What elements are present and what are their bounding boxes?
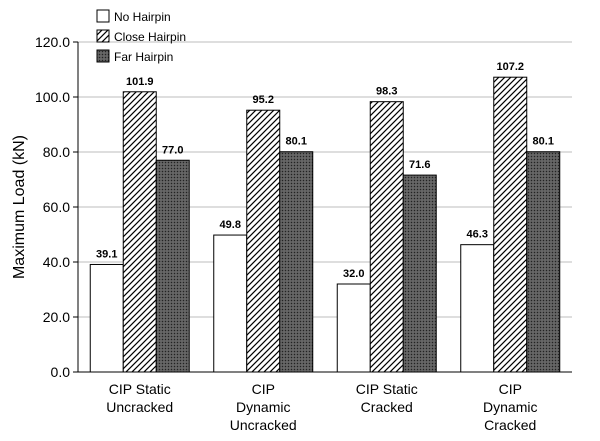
- bar-no-hairpin: [213, 234, 248, 373]
- x-category-label: Cracked: [484, 417, 536, 433]
- data-label: 77.0: [162, 144, 183, 156]
- x-category-label: Dynamic: [236, 399, 290, 415]
- data-label: 80.1: [533, 136, 554, 148]
- legend-label: Far Hairpin: [114, 50, 173, 64]
- bar-close-hairpin: [369, 101, 404, 373]
- bar-far-hairpin: [155, 159, 190, 373]
- data-label: 98.3: [376, 86, 397, 98]
- x-category-label: Uncracked: [106, 399, 173, 415]
- data-label: 46.3: [467, 229, 488, 241]
- y-tick-label: 60.0: [43, 199, 70, 215]
- data-label: 39.1: [96, 248, 117, 260]
- data-label: 49.8: [220, 219, 241, 231]
- data-label: 101.9: [126, 76, 154, 88]
- x-axis-categories: CIP Static Uncracked CIP Dynamic Uncracked CI…: [106, 381, 537, 433]
- x-category-label: CIP Static: [356, 381, 418, 397]
- data-labels: 39.1 101.9 77.0 49.8 95.2 80.1 32.0 98.3 71.6 46.…: [96, 61, 554, 280]
- legend: No Hairpin Close Hairpin Far Hairpin: [96, 9, 186, 64]
- y-tick-label: 40.0: [43, 254, 70, 270]
- y-tick-label: 0.0: [51, 364, 71, 380]
- x-category-label: Dynamic: [483, 399, 537, 415]
- x-category-label: CIP Static: [109, 381, 171, 397]
- x-category-label: Cracked: [361, 399, 413, 415]
- legend-label: Close Hairpin: [114, 30, 186, 44]
- y-tick-label: 80.0: [43, 144, 70, 160]
- x-category-label: CIP: [252, 381, 275, 397]
- legend-swatch: [96, 49, 110, 63]
- y-axis-ticks: 0.0 20.0 40.0 60.0 80.0 100.0 120.0: [35, 34, 78, 380]
- x-category-label: Uncracked: [230, 417, 297, 433]
- data-label: 32.0: [343, 268, 364, 280]
- data-label: 80.1: [286, 136, 307, 148]
- bar-no-hairpin: [336, 283, 371, 373]
- legend-swatch: [96, 29, 110, 43]
- bar-far-hairpin: [279, 151, 314, 373]
- y-tick-label: 100.0: [35, 89, 70, 105]
- bar-close-hairpin: [493, 76, 528, 373]
- y-tick-label: 20.0: [43, 309, 70, 325]
- x-category-label: CIP: [499, 381, 522, 397]
- data-label: 107.2: [496, 61, 524, 73]
- bar-far-hairpin: [402, 174, 437, 373]
- y-axis-title: Maximum Load (kN): [11, 135, 28, 279]
- bar-far-hairpin: [526, 151, 561, 373]
- legend-label: No Hairpin: [114, 10, 171, 24]
- data-label: 95.2: [253, 94, 274, 106]
- bar-no-hairpin: [460, 244, 495, 373]
- bar-close-hairpin: [122, 91, 157, 373]
- bar-close-hairpin: [246, 109, 281, 373]
- bars: [89, 76, 561, 373]
- bar-no-hairpin: [89, 263, 124, 373]
- y-tick-label: 120.0: [35, 34, 70, 50]
- legend-swatch: [96, 9, 110, 23]
- data-label: 71.6: [409, 159, 430, 171]
